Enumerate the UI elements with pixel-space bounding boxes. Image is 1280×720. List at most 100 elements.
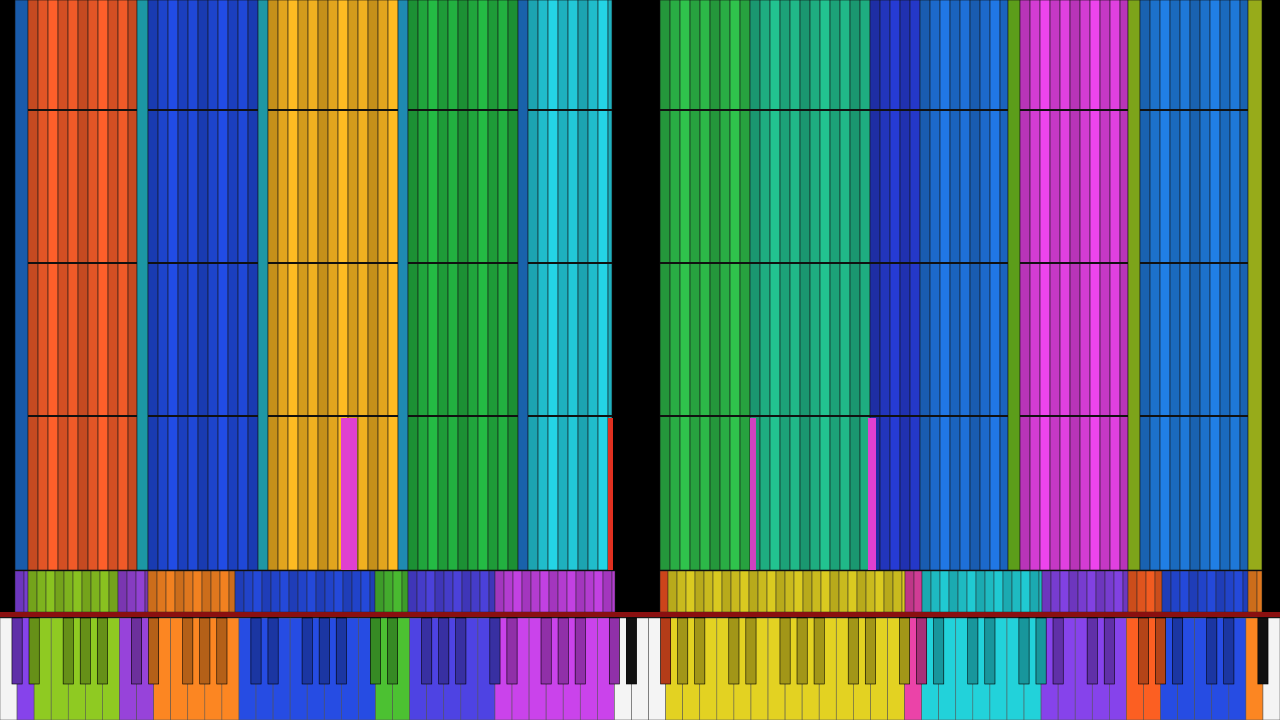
note	[699, 0, 711, 571]
note	[227, 0, 239, 571]
note	[507, 0, 519, 571]
band-note	[470, 570, 481, 613]
note	[719, 0, 731, 571]
black-key	[62, 617, 74, 685]
note-gap	[1020, 415, 1128, 417]
band-note	[793, 570, 804, 613]
note	[557, 0, 569, 571]
band-note	[288, 570, 299, 613]
note-gap	[268, 415, 398, 417]
band-note	[1104, 570, 1115, 613]
band-note	[904, 570, 915, 613]
note-gap	[750, 262, 870, 264]
band-note	[1038, 570, 1043, 613]
note	[759, 0, 771, 571]
black-key	[216, 617, 228, 685]
note	[107, 0, 119, 571]
band-note	[165, 570, 176, 613]
note	[397, 0, 409, 571]
band-note	[1197, 570, 1208, 613]
note	[167, 0, 179, 571]
note	[979, 0, 991, 571]
black-key	[438, 617, 450, 685]
band-note	[1161, 570, 1172, 613]
note-gap	[870, 262, 920, 264]
note	[1119, 0, 1129, 571]
band-note	[479, 570, 490, 613]
black-key	[1052, 617, 1064, 685]
black-key	[1138, 617, 1149, 685]
note-gap	[408, 415, 518, 417]
note	[287, 0, 299, 571]
black-key	[1257, 617, 1269, 685]
band-note	[1002, 570, 1013, 613]
note	[367, 0, 379, 571]
black-key	[1103, 617, 1115, 685]
band-note	[730, 570, 741, 613]
black-key	[301, 617, 313, 685]
band-note	[892, 570, 903, 613]
note	[919, 0, 931, 571]
note	[769, 0, 781, 571]
note	[689, 0, 701, 571]
band-note	[584, 570, 595, 613]
band-note	[23, 570, 29, 613]
band-note	[1179, 570, 1190, 613]
black-key	[916, 617, 928, 685]
note	[829, 0, 841, 571]
black-key	[131, 617, 142, 685]
band-note	[1020, 570, 1031, 613]
note-gap	[148, 109, 258, 111]
band-note	[243, 570, 254, 613]
band-note	[443, 570, 454, 613]
band-note	[659, 570, 669, 613]
band-note	[401, 570, 409, 613]
black-key	[1172, 617, 1184, 685]
note	[77, 0, 89, 571]
band-note	[802, 570, 813, 613]
note-gap	[268, 109, 398, 111]
black-key	[370, 617, 381, 685]
band-note	[1242, 570, 1249, 613]
black-key	[182, 617, 194, 685]
note	[1049, 0, 1061, 571]
note	[57, 0, 69, 571]
note-gap	[148, 415, 258, 417]
band-note	[1247, 570, 1258, 613]
band-note	[27, 570, 38, 613]
band-note	[966, 570, 977, 613]
note	[868, 418, 876, 570]
black-key	[984, 617, 996, 685]
note	[127, 0, 138, 571]
note	[739, 0, 751, 571]
black-key	[540, 617, 552, 685]
note	[197, 0, 209, 571]
band-note	[1029, 570, 1040, 613]
black-key	[199, 617, 211, 685]
band-note	[392, 570, 403, 613]
note	[679, 0, 691, 571]
band-note	[685, 570, 696, 613]
note	[427, 0, 439, 571]
band-note	[784, 570, 795, 613]
note-gap	[528, 262, 612, 264]
note-gap	[750, 109, 870, 111]
black-key	[506, 617, 518, 685]
band-note	[530, 570, 541, 613]
band-note	[108, 570, 119, 613]
black-key	[608, 617, 620, 685]
band-note	[611, 570, 616, 613]
band-note	[1068, 570, 1079, 613]
band-note	[351, 570, 362, 613]
band-note	[1170, 570, 1181, 613]
band-note	[775, 570, 786, 613]
note	[899, 0, 911, 571]
note	[1019, 0, 1031, 571]
black-key	[79, 617, 91, 685]
band-note	[757, 570, 768, 613]
band-note	[144, 570, 149, 613]
band-note	[921, 570, 932, 613]
band-note	[1206, 570, 1217, 613]
band-note	[521, 570, 532, 613]
note	[608, 418, 613, 570]
